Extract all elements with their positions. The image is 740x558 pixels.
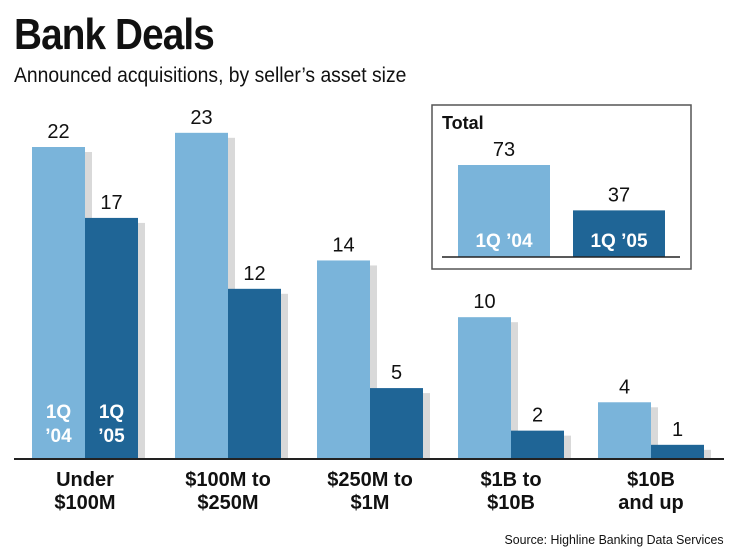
category-label: $250M to <box>327 469 413 491</box>
source-note: Source: Highline Banking Data Services <box>505 532 724 547</box>
bar-q104 <box>598 402 651 459</box>
series-label: ’04 <box>45 426 72 447</box>
category-label: $100M to <box>185 469 271 491</box>
bar-q105 <box>511 430 564 459</box>
bar-q105 <box>85 217 138 459</box>
inset-bar-q104 <box>458 165 550 257</box>
bar-q104 <box>458 317 511 459</box>
inset-title: Total <box>442 113 484 133</box>
data-label: 2 <box>532 405 543 427</box>
inset-data-label: 73 <box>493 139 515 161</box>
bar-q105 <box>228 288 281 459</box>
inset-series-label: 1Q ’05 <box>590 231 647 252</box>
bar-q105 <box>651 444 704 459</box>
data-label: 10 <box>473 291 495 313</box>
data-label: 22 <box>47 121 69 143</box>
category-label: $10B <box>627 469 675 491</box>
series-label: 1Q <box>99 402 124 423</box>
series-label: 1Q <box>46 402 71 423</box>
chart-title: Bank Deals <box>14 10 215 59</box>
data-label: 12 <box>243 263 265 285</box>
data-label: 17 <box>100 192 122 214</box>
category-label: $10B <box>487 492 535 514</box>
category-label: $1M <box>351 492 390 514</box>
inset-data-label: 37 <box>608 184 630 206</box>
category-label: Under <box>56 469 114 491</box>
data-label: 23 <box>190 107 212 129</box>
category-label: $250M <box>197 492 258 514</box>
bar-q105 <box>370 388 423 459</box>
category-label: $1B to <box>480 469 541 491</box>
data-label: 14 <box>332 234 354 256</box>
data-label: 1 <box>672 419 683 441</box>
data-label: 5 <box>391 362 402 384</box>
category-label: and up <box>618 492 684 514</box>
inset-bar-q105 <box>573 210 665 257</box>
series-label: ’05 <box>98 426 125 447</box>
bar-q104 <box>175 132 228 459</box>
category-label: $100M <box>54 492 115 514</box>
bar-q104 <box>32 147 85 459</box>
inset-series-label: 1Q ’04 <box>475 231 532 252</box>
chart-subtitle: Announced acquisitions, by seller’s asse… <box>14 64 407 87</box>
bar-q104 <box>317 260 370 459</box>
data-label: 4 <box>619 376 630 398</box>
